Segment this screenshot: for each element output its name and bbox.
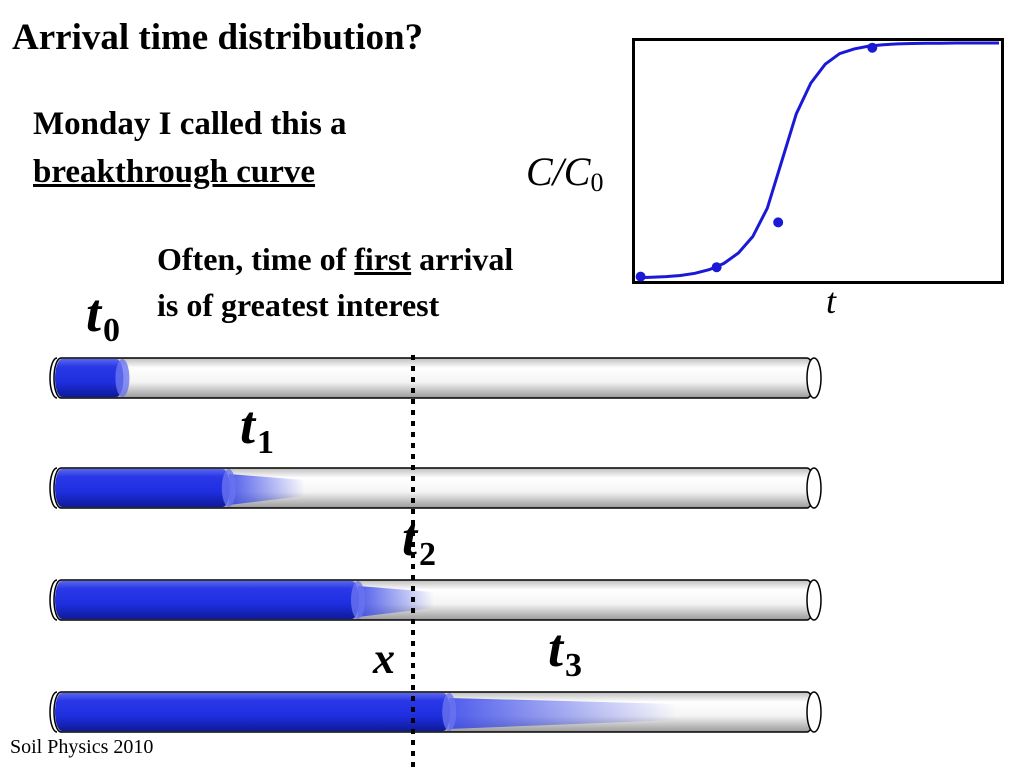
tube-end-cap xyxy=(806,467,822,509)
first-arrival-note: Often, time of first arrival is of great… xyxy=(157,236,513,328)
t0-label: t0 xyxy=(86,282,120,350)
often-part-2: arrival xyxy=(411,241,514,277)
tube-start-cap xyxy=(49,691,58,733)
solute-front-cap xyxy=(221,469,236,507)
solute-fill xyxy=(55,581,359,619)
solute-fill xyxy=(55,359,124,397)
chart-x-label: t xyxy=(826,281,837,321)
t2-sub: 2 xyxy=(419,536,437,573)
t1-sub: 1 xyxy=(257,424,275,461)
data-points xyxy=(635,42,878,282)
data-point-4 xyxy=(867,42,878,53)
solute-front-cap xyxy=(115,359,130,397)
note-line-2: breakthrough curve xyxy=(33,154,316,190)
x-position-label: x xyxy=(373,634,395,683)
solute-dispersion-front xyxy=(228,474,305,505)
solute-fill xyxy=(55,469,230,507)
breakthrough-curve-line xyxy=(636,41,999,280)
tube-end-cap xyxy=(806,691,822,733)
t3-sub: 3 xyxy=(565,647,583,684)
t3-label: t3 xyxy=(548,617,582,685)
data-point-2 xyxy=(711,262,722,273)
tube-start-cap xyxy=(49,467,58,509)
often-part-1: Often, time of xyxy=(157,241,355,277)
tube-t1 xyxy=(49,467,822,509)
footer-credit: Soil Physics 2010 xyxy=(10,736,154,758)
often-line-1: Often, time of first arrival xyxy=(157,236,513,282)
t1-label: t1 xyxy=(240,394,274,462)
tube-end-cap xyxy=(806,357,822,399)
tube-body xyxy=(53,357,815,399)
often-emph: first xyxy=(354,241,412,277)
tube-t3 xyxy=(49,691,822,733)
t2-label: t2 xyxy=(402,506,436,574)
t1-main: t xyxy=(240,395,256,455)
t3-main: t xyxy=(548,618,564,678)
data-point-1 xyxy=(635,271,646,282)
often-line-2: is of greatest interest xyxy=(157,287,440,323)
chart-frame xyxy=(632,38,1004,284)
chart-y-label: C/C0 xyxy=(526,148,603,198)
solute-front-cap xyxy=(442,693,457,731)
chart-y-label-sub: 0 xyxy=(590,168,604,197)
tube-end-cap xyxy=(806,579,822,621)
t2-main: t xyxy=(402,507,418,567)
slide-title: Arrival time distribution? xyxy=(12,17,424,58)
solute-dispersion-front xyxy=(449,698,678,729)
t0-main: t xyxy=(86,283,102,343)
t0-sub: 0 xyxy=(103,312,121,349)
chart-y-label-main: C/C xyxy=(526,149,591,194)
solute-front-cap xyxy=(351,581,365,619)
tube-start-cap xyxy=(49,579,58,621)
data-point-3 xyxy=(773,217,784,228)
tube-t0 xyxy=(49,357,822,399)
tube-start-cap xyxy=(49,357,58,399)
breakthrough-note: Monday I called this a breakthrough curv… xyxy=(33,100,347,196)
breakthrough-chart xyxy=(632,38,1004,284)
note-line-1: Monday I called this a xyxy=(33,106,347,142)
solute-fill xyxy=(55,693,451,731)
tube-t2 xyxy=(49,579,822,621)
